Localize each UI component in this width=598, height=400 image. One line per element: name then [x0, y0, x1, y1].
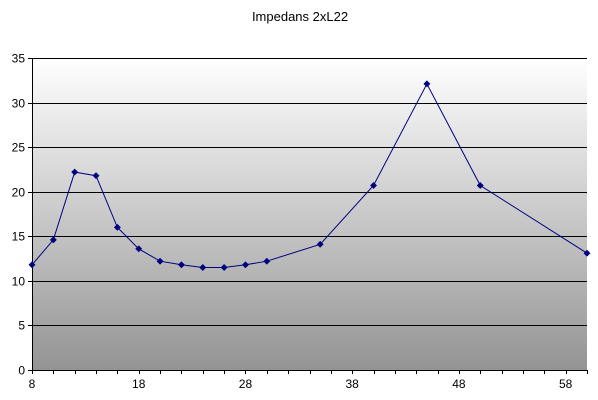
data-point-marker — [583, 249, 591, 257]
x-tick-label: 28 — [239, 377, 253, 391]
axes — [28, 58, 588, 374]
data-point-marker — [113, 223, 121, 231]
chart-title: Impedans 2xL22 — [252, 9, 348, 24]
data-point-marker — [156, 257, 164, 265]
data-point-marker — [423, 80, 431, 88]
y-axis-tick-labels: 0 5 10 15 20 25 30 35 — [12, 52, 26, 378]
data-point-marker — [92, 172, 100, 180]
x-tick-label: 8 — [29, 377, 36, 391]
data-series — [28, 80, 591, 272]
y-tick-label: 5 — [18, 319, 25, 333]
x-tick-label: 58 — [559, 377, 573, 391]
data-point-marker — [316, 240, 324, 248]
data-point-marker — [71, 168, 79, 176]
y-tick-label: 10 — [12, 275, 26, 289]
x-tick-label: 48 — [452, 377, 466, 391]
y-tick-label: 20 — [12, 186, 26, 200]
x-tick-label: 18 — [132, 377, 146, 391]
gridlines — [32, 58, 587, 326]
data-point-marker — [241, 261, 250, 269]
y-tick-label: 0 — [18, 364, 25, 378]
data-point-marker — [135, 245, 143, 253]
data-point-marker — [220, 263, 228, 272]
x-tick-label: 38 — [346, 377, 360, 391]
data-point-marker — [199, 263, 207, 272]
data-point-marker — [263, 257, 271, 265]
data-point-marker — [49, 236, 57, 244]
x-axis-tick-labels: 8 18 28 38 48 58 — [29, 377, 573, 391]
y-tick-label: 15 — [12, 230, 26, 244]
data-point-marker — [369, 181, 378, 190]
y-tick-label: 25 — [12, 141, 26, 155]
y-tick-label: 30 — [12, 97, 26, 111]
data-point-marker — [28, 261, 36, 269]
plot-area — [32, 58, 587, 370]
data-point-marker — [177, 261, 185, 269]
data-point-marker — [476, 181, 484, 190]
y-tick-label: 35 — [12, 52, 26, 66]
